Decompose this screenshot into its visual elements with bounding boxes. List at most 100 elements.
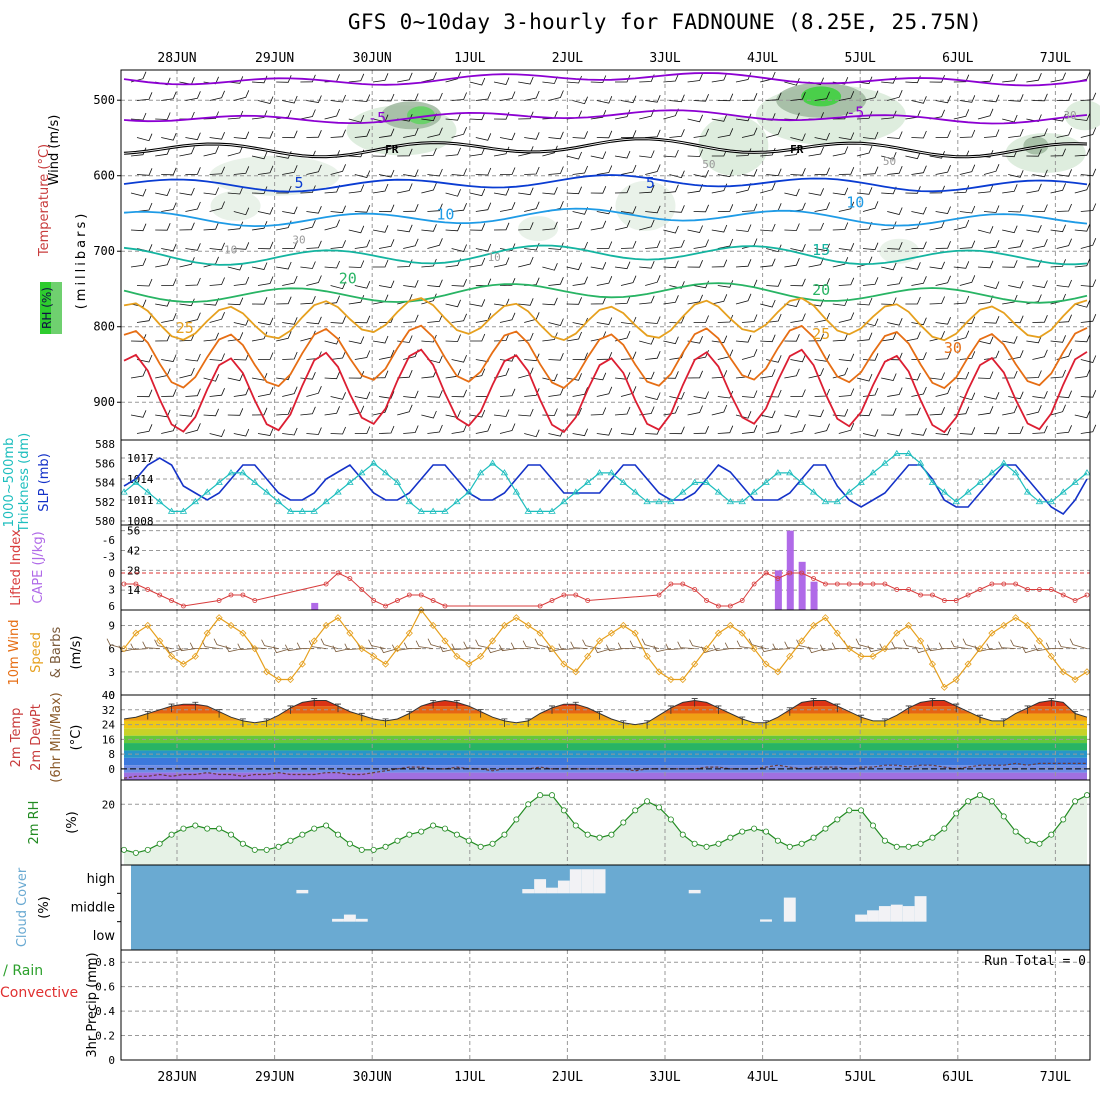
cloud-cell: [890, 904, 903, 922]
precip-panel: [120, 949, 1091, 1061]
wind-barb: [130, 334, 147, 342]
wind-barb: [808, 333, 824, 342]
slp-axis-label: Thickness (dm): [17, 433, 32, 533]
wind-barb: [760, 299, 776, 308]
wind-barb: [1026, 405, 1042, 416]
rh-point: [382, 843, 389, 850]
wind-speed-point: [607, 629, 616, 637]
wind-barb-10m: [237, 643, 255, 651]
wind-barb: [645, 164, 661, 175]
wind-barb: [378, 391, 395, 399]
wind-barb-10m: [653, 645, 671, 653]
wind-barb: [929, 185, 945, 194]
wind-barb: [1026, 73, 1042, 83]
li-point: [335, 570, 341, 576]
wind-panel: [120, 609, 1091, 696]
wind-barb: [693, 391, 709, 399]
wind-barb: [403, 280, 419, 288]
wind-barb: [300, 109, 316, 120]
wind-barb: [814, 91, 830, 101]
wind-barb: [185, 243, 201, 251]
wind-barb: [717, 93, 734, 102]
wind-barb: [977, 295, 994, 305]
minmax-bar: [430, 699, 437, 709]
wind-barb: [451, 279, 467, 287]
li-point: [252, 598, 258, 603]
li-point: [181, 603, 186, 609]
wind-barb: [185, 167, 201, 175]
wind-barb: [257, 165, 274, 175]
temp-tick-label: 8: [108, 748, 115, 761]
wind-axis-label: Wind (m/s): [47, 115, 62, 186]
thickness-line: [123, 453, 1088, 512]
wind-speed-point: [500, 621, 509, 630]
wind-barb: [542, 145, 558, 157]
wind-barb-10m: [284, 644, 303, 652]
wind-speed-point: [512, 614, 520, 622]
rh-point: [703, 843, 710, 850]
rh-point: [798, 840, 805, 847]
wind-barb: [590, 186, 607, 194]
wind-speed-point: [702, 645, 711, 653]
li-point: [585, 598, 591, 603]
rh-point: [667, 816, 674, 823]
thickness-point: [286, 507, 295, 514]
wind-barb: [179, 187, 195, 196]
wind-barb: [542, 187, 558, 195]
wind-barb: [136, 168, 153, 176]
wind-speed-point: [714, 629, 723, 637]
cape-axis-label: CAPE (J/kg): [31, 531, 46, 603]
wind-barb: [832, 111, 849, 120]
li-point: [359, 587, 365, 592]
rh-point: [1012, 828, 1019, 835]
temp-line: [123, 699, 1088, 726]
wind-barb: [403, 314, 419, 323]
wind-barb: [130, 299, 147, 308]
wind-barb: [717, 314, 734, 323]
wind-barb: [1032, 280, 1048, 288]
wind-barb: [1080, 168, 1097, 177]
thickness-point: [167, 507, 176, 514]
wind-barb: [887, 131, 903, 139]
wind-barb: [645, 240, 661, 249]
li-point: [549, 598, 555, 603]
cloud-cell: [867, 910, 879, 922]
wind-barb: [832, 222, 849, 231]
wind-barb: [838, 423, 855, 434]
cloud-cell: [581, 869, 594, 894]
cape-tick-label: 14: [127, 584, 141, 597]
wind-barb: [469, 147, 486, 157]
pressure-tick-label: 500: [93, 93, 115, 107]
rh-point: [834, 816, 841, 823]
wind-barb: [614, 109, 631, 120]
cloud-cell: [332, 918, 344, 922]
wind-barb: [596, 276, 613, 286]
wind-barb: [542, 373, 558, 382]
wind-barb: [1008, 128, 1024, 138]
wind-barb: [856, 408, 873, 417]
wind-barb: [300, 296, 316, 305]
minmax-bar: [168, 703, 175, 713]
wind-barb: [451, 389, 467, 398]
wind-barb: [372, 405, 389, 416]
wind-barb: [959, 95, 976, 103]
wind-barb: [445, 334, 461, 342]
wind-barb: [475, 133, 492, 141]
thickness-point: [132, 478, 140, 485]
slp-line: [123, 457, 1088, 516]
li-point: [240, 592, 246, 598]
li-point: [133, 581, 139, 587]
wind-barb: [711, 259, 728, 268]
wind-barb: [421, 148, 437, 157]
wind-barb: [1026, 183, 1042, 194]
wind-barb: [911, 276, 927, 286]
wind-barb: [330, 281, 346, 290]
wind-barb: [929, 220, 945, 231]
isotherm-line: [123, 282, 1088, 304]
rh-point: [763, 828, 770, 835]
wind-speed-point: [988, 629, 996, 637]
wind-barb: [808, 368, 824, 379]
wind-barb: [1002, 294, 1018, 305]
wind-speed-point: [928, 660, 937, 668]
minmax-bar: [335, 703, 341, 713]
